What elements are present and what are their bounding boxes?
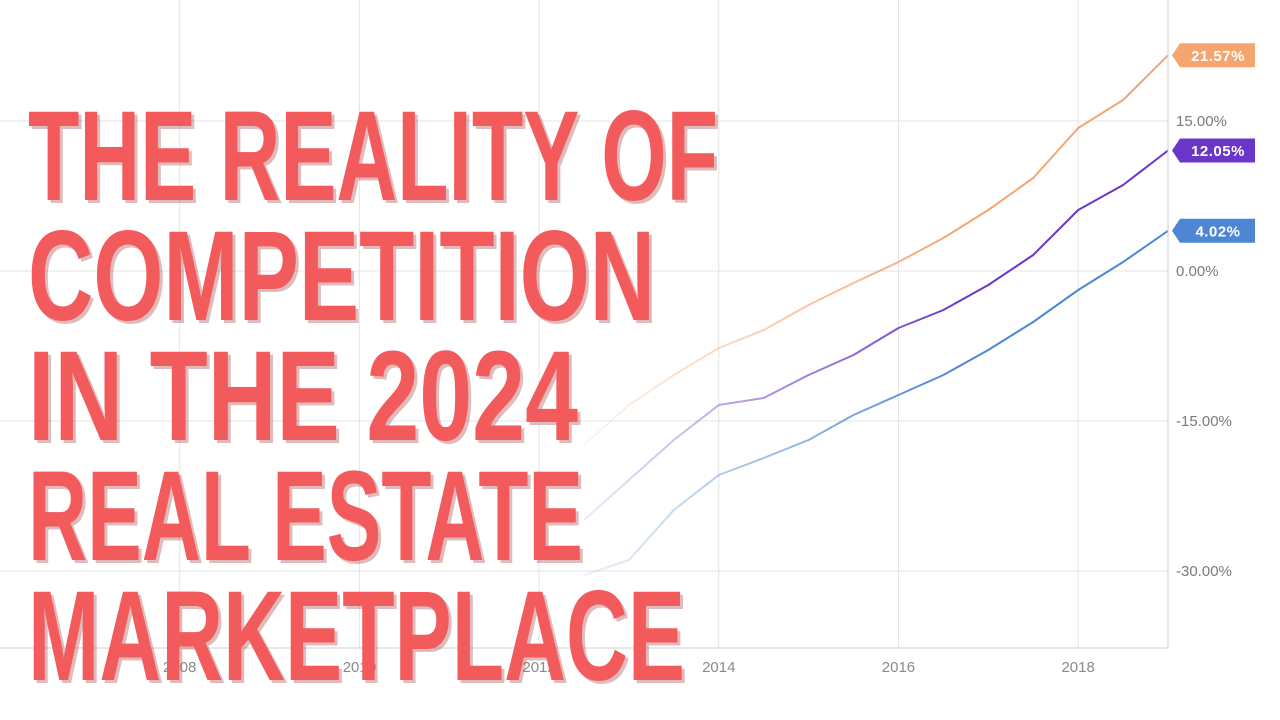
value-label: 4.02% [1195,223,1240,240]
y-tick-label: -15.00% [1176,413,1232,430]
x-tick-label: 2008 [163,659,196,676]
series-line [583,149,1169,521]
headline-shadow: REAL ESTATE [31,448,586,591]
value-tag [1172,218,1255,243]
x-tick-label: 2010 [343,659,376,676]
headline-line: THE REALITY OF [28,85,718,228]
y-tick-label: 15.00% [1176,113,1227,130]
value-tag [1172,138,1255,163]
y-tick-label: 0.00% [1176,263,1219,280]
series-line [583,54,1169,446]
headline-shadow: IN THE 2024 [31,328,581,471]
headline-shadow: MARKETPLACE [31,568,688,711]
headline-shadow: COMPETITION [31,208,658,351]
y-tick-label: -30.00% [1176,563,1232,580]
value-label: 21.57% [1191,48,1245,65]
headline-line: MARKETPLACE [28,565,685,708]
headline-line: REAL ESTATE [28,445,583,588]
value-tag [1172,43,1255,68]
series-line [583,229,1169,576]
x-tick-label: 2014 [702,659,735,676]
value-label: 12.05% [1191,143,1245,160]
headline-line: IN THE 2024 [28,325,578,468]
x-tick-label: 2016 [882,659,915,676]
headline-shadow: THE REALITY OF [31,88,721,231]
x-tick-label: 2012 [522,659,555,676]
headline-line: COMPETITION [28,205,655,348]
x-tick-label: 2018 [1061,659,1094,676]
